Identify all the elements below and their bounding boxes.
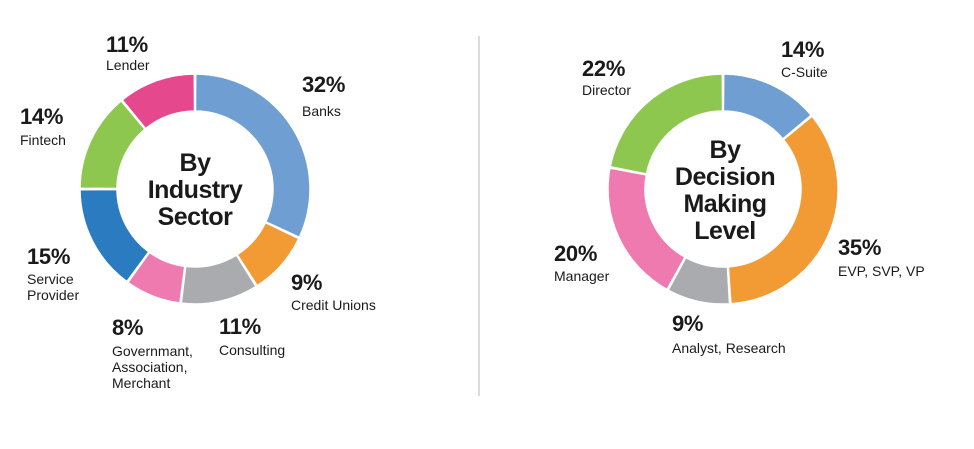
decision-slice-evp-label: EVP, SVP, VP	[838, 263, 925, 279]
industry-slice-lender-pct: 11%	[106, 32, 148, 57]
decision-slice-manager-pct: 20%	[554, 241, 598, 266]
decision-slice-evp-svp-vp	[727, 115, 839, 305]
decision-slice-c-suite	[722, 73, 813, 140]
industry-slice-banks-label: Banks	[302, 103, 341, 119]
industry-slice-credit-unions	[236, 221, 300, 287]
industry-slice-banks-pct: 32%	[302, 72, 346, 97]
industry-slice-consulting	[180, 254, 258, 305]
industry-slice-banks	[194, 73, 311, 239]
decision-slice-director-pct: 22%	[582, 56, 626, 81]
industry-chart-title: By Industry Sector	[147, 149, 243, 231]
decision-slice-manager-label: Manager	[554, 268, 610, 284]
decision-slice-analyst-research	[667, 256, 731, 305]
decision-chart-title: By Decision Making Level	[674, 136, 776, 245]
decision-slice-evp-pct: 35%	[838, 235, 882, 260]
decision-slice-analyst-label: Analyst, Research	[672, 340, 786, 356]
decision-slice-c-suite-label: C-Suite	[781, 64, 828, 80]
industry-slice-consulting-label: Consulting	[219, 342, 286, 358]
industry-slice-service-provider	[79, 188, 150, 283]
decision-slice-director	[609, 73, 724, 175]
decision-slice-director-label: Director	[582, 82, 632, 98]
industry-slice-credit-unions-label: Credit Unions	[291, 297, 376, 313]
industry-slice-government-label: Governmant, Association, Merchant	[112, 343, 193, 391]
industry-slice-fintech	[79, 99, 146, 190]
industry-slice-credit-unions-pct: 9%	[291, 270, 323, 295]
industry-slice-consulting-pct: 11%	[219, 314, 261, 339]
industry-slice-service-provider-pct: 15%	[27, 244, 71, 269]
industry-slice-lender-label: Lender	[106, 57, 150, 73]
decision-slice-manager	[607, 167, 687, 291]
industry-slice-fintech-pct: 14%	[20, 104, 64, 129]
charts-divider	[478, 36, 480, 396]
industry-slice-government-pct: 8%	[112, 315, 144, 340]
industry-slice-lender	[121, 73, 196, 130]
decision-slice-c-suite-pct: 14%	[781, 37, 825, 62]
decision-slice-analyst-pct: 9%	[672, 311, 704, 336]
industry-slice-service-provider-label: Service Provider	[27, 271, 80, 303]
industry-slice-governmant-association-merchant	[126, 251, 186, 304]
industry-slice-fintech-label: Fintech	[20, 132, 66, 148]
